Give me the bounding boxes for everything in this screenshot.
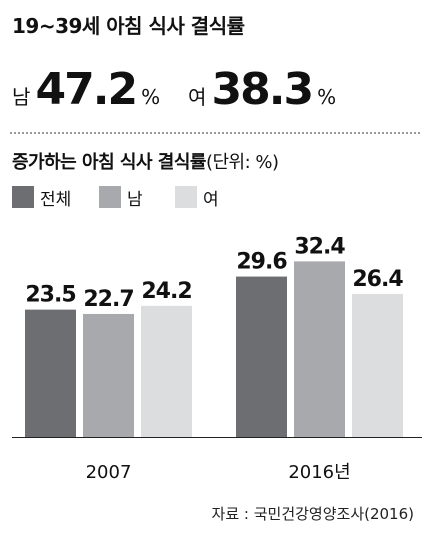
male-rate-label: 남 <box>12 85 31 109</box>
bar <box>141 305 192 437</box>
bar <box>25 309 76 437</box>
data-label: 26.4 <box>352 267 403 292</box>
data-label: 29.6 <box>236 250 287 275</box>
female-rate-label: 여 <box>188 85 207 109</box>
headline-stats: 남 47.2 % 여 38.3 % <box>12 56 422 112</box>
legend: 전체 남 여 <box>12 186 312 210</box>
legend-item-1: 남 <box>99 186 143 210</box>
male-rate-value: 47.2 <box>35 64 139 115</box>
data-label: 23.5 <box>25 283 75 308</box>
bar <box>294 261 345 437</box>
data-label: 32.4 <box>294 234 345 259</box>
unit-note: (단위: %) <box>205 152 279 173</box>
legend-label: 여 <box>203 189 219 210</box>
data-label: 22.7 <box>83 287 133 312</box>
chart-title: 19~39세 아침 식사 결식률 <box>12 14 245 38</box>
legend-label: 남 <box>127 189 143 210</box>
bar <box>352 293 403 437</box>
category-label: 2007 <box>86 462 132 483</box>
source-note: 자료 : 국민건강영양조사(2016) <box>211 505 414 523</box>
subtitle-text: 증가하는 아침 식사 결식률 <box>12 152 206 173</box>
male-rate-unit: % <box>141 85 161 109</box>
bar <box>83 313 134 437</box>
data-label: 24.2 <box>141 279 191 304</box>
legend-swatch <box>99 186 121 208</box>
legend-swatch <box>12 186 34 208</box>
legend-item-2: 여 <box>175 186 219 210</box>
legend-label: 전체 <box>40 189 72 210</box>
legend-swatch <box>175 186 197 208</box>
legend-item-0: 전체 <box>12 186 72 210</box>
chart-subtitle: 증가하는 아침 식사 결식률(단위: %) <box>12 148 279 174</box>
dotted-divider <box>10 132 420 134</box>
male-rate: 남 47.2 % <box>12 68 160 112</box>
bar <box>236 276 287 437</box>
female-rate-value: 38.3 <box>211 64 315 115</box>
category-label: 2016년 <box>288 462 350 483</box>
female-rate-unit: % <box>317 85 337 109</box>
female-rate: 여 38.3 % <box>188 68 336 112</box>
